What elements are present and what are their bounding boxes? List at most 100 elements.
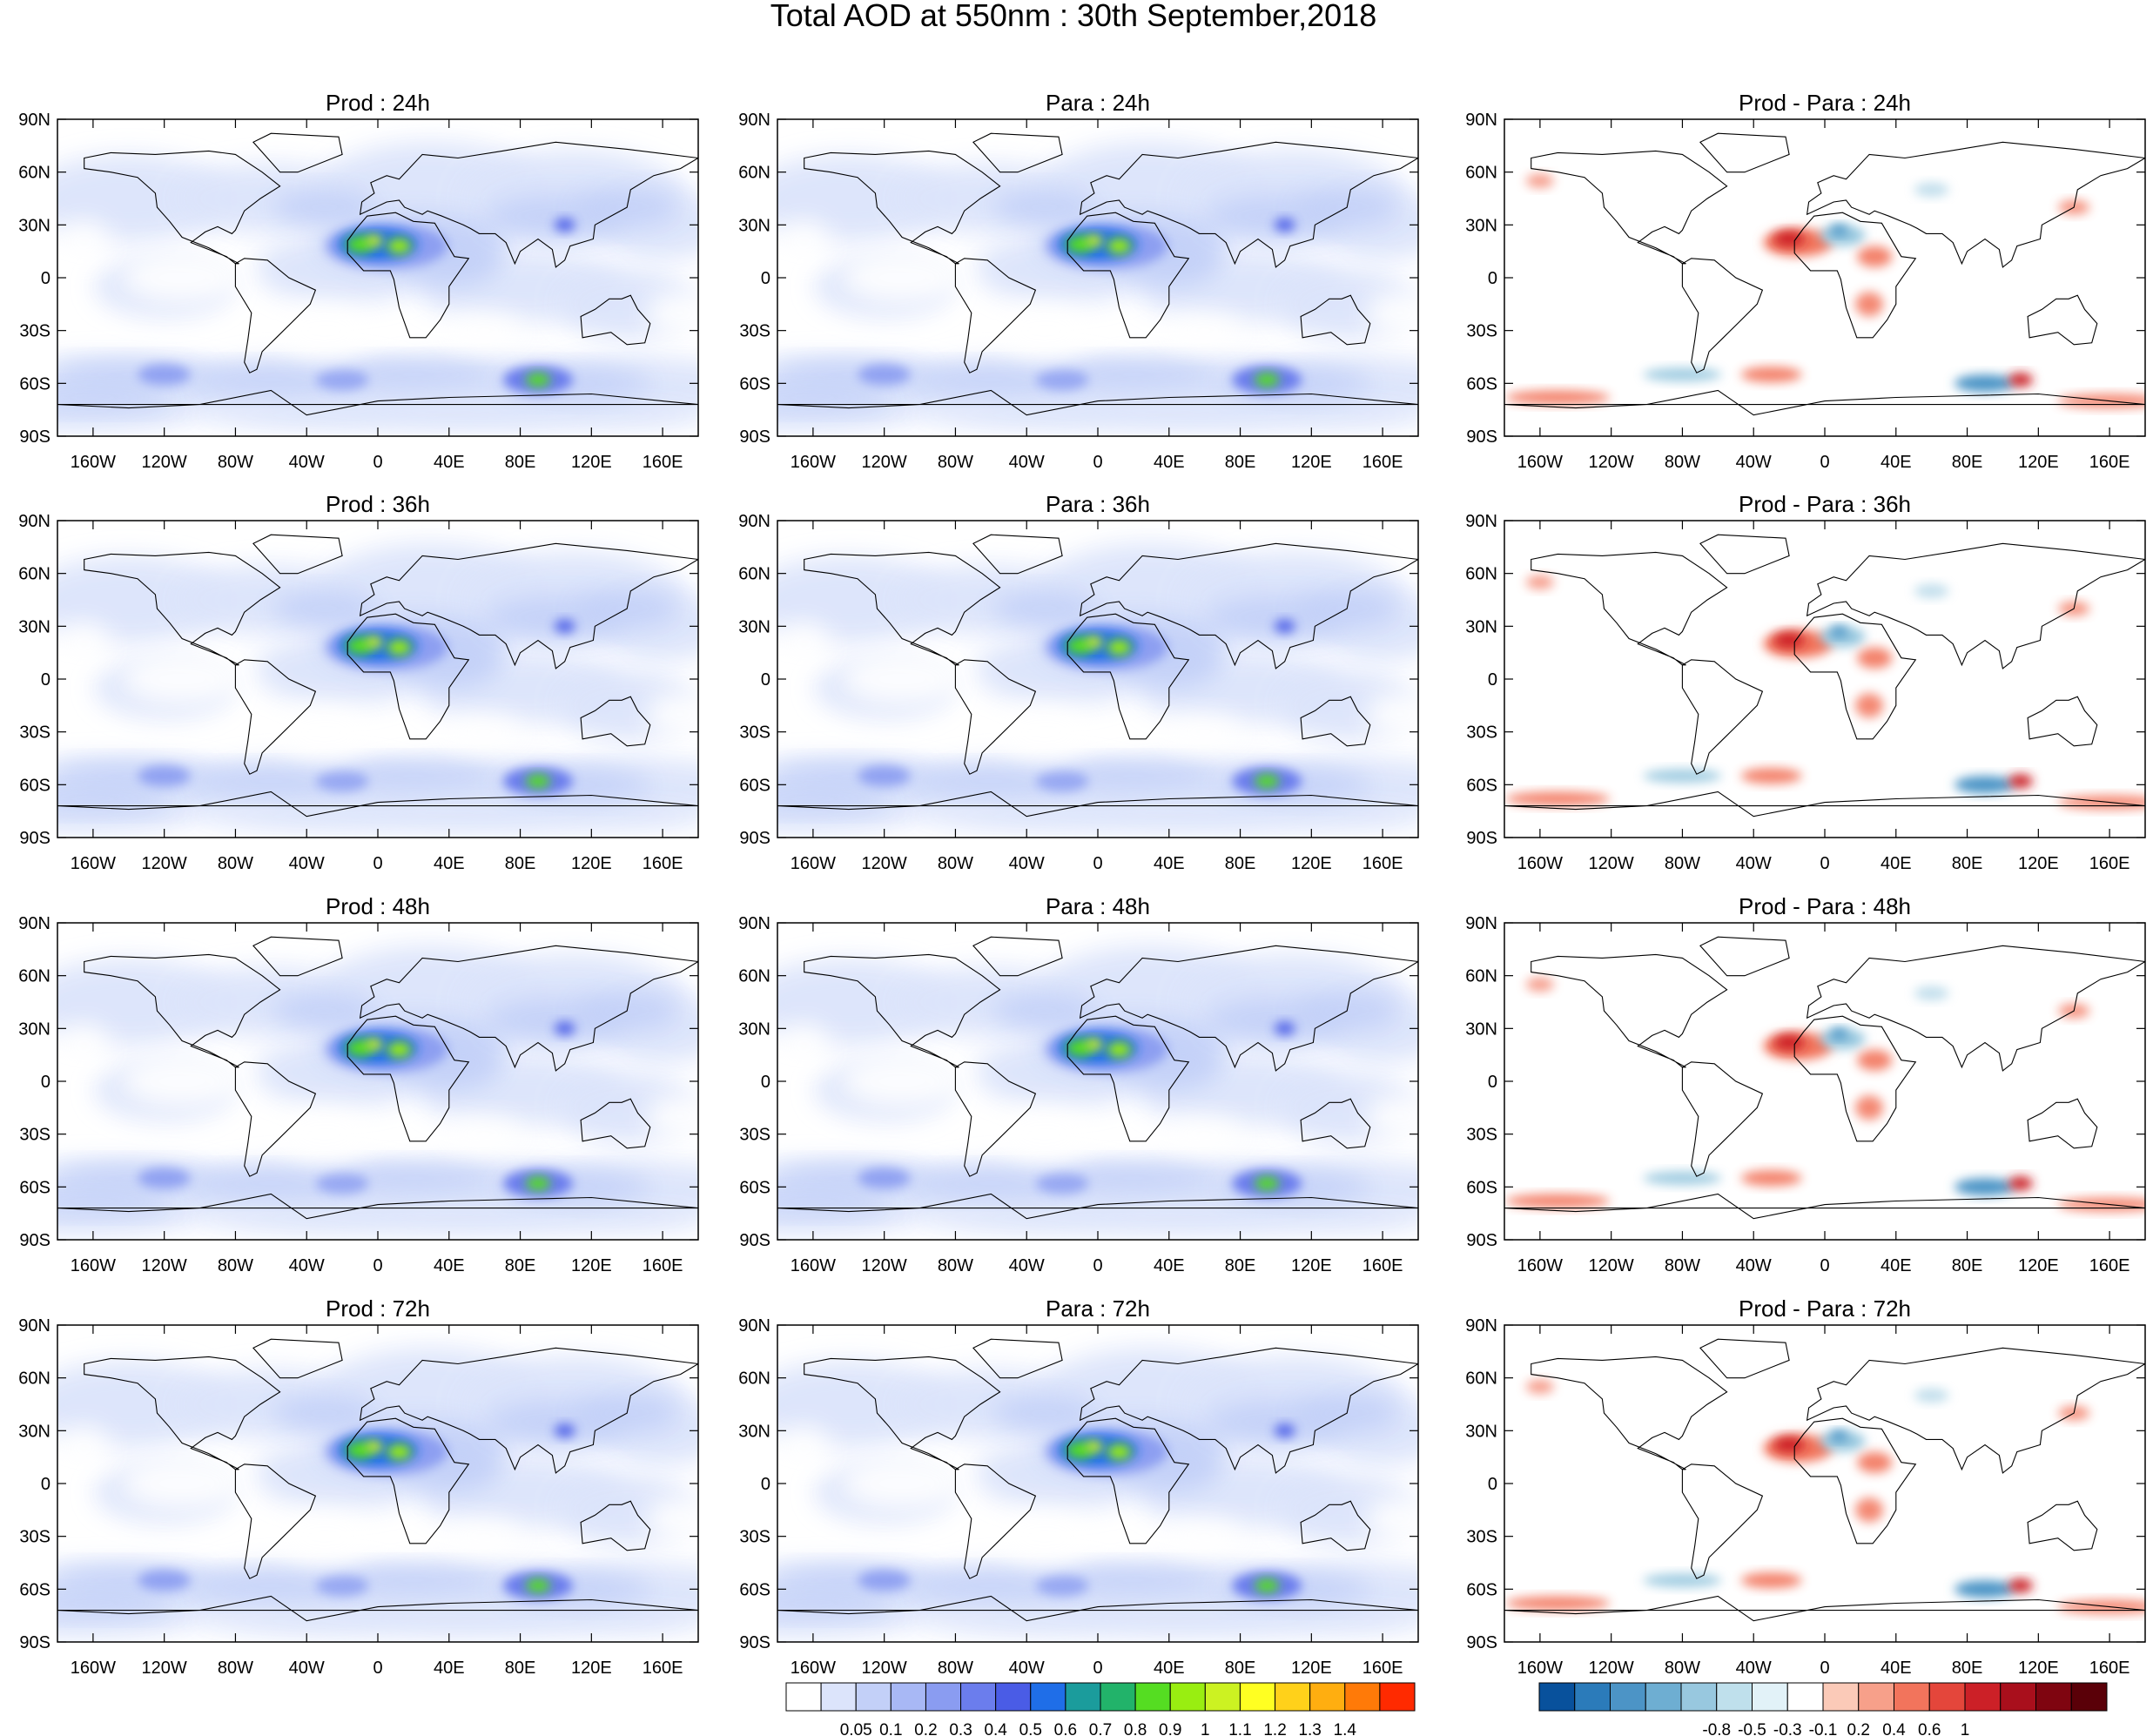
panel-grid: Prod : 24h 90N 60N 30N 0 30S 60S 90S 160W 120W 80W… bbox=[18, 90, 2146, 1678]
shading-patch bbox=[777, 622, 831, 666]
shading-patch bbox=[1165, 313, 1244, 348]
lon-label: 160E bbox=[2089, 1256, 2130, 1275]
shading-patch bbox=[1165, 714, 1244, 750]
shading-patch bbox=[992, 190, 1097, 225]
shading-patch bbox=[904, 767, 1079, 796]
coastline bbox=[1793, 1015, 1917, 1142]
lon-label: 80W bbox=[938, 453, 973, 472]
coastline bbox=[777, 1193, 1418, 1220]
lon-label: 40E bbox=[1154, 854, 1185, 873]
shading-patch bbox=[365, 234, 383, 247]
map-background bbox=[1504, 923, 2145, 1240]
shading-patch bbox=[554, 1021, 575, 1036]
coastline bbox=[1793, 1417, 1917, 1544]
lon-label: 80E bbox=[1952, 453, 1983, 472]
shading-patch bbox=[138, 1167, 191, 1189]
lat-label: 0 bbox=[1488, 670, 1497, 690]
coastlines bbox=[1504, 534, 2145, 818]
shading-patch bbox=[996, 304, 1093, 357]
lat-label: 30S bbox=[1466, 723, 1497, 743]
colorbar-label: 1.4 bbox=[1334, 1721, 1357, 1736]
colorbar-swatch bbox=[1822, 1682, 1860, 1712]
coastline bbox=[580, 696, 651, 747]
shading-patch bbox=[1165, 1518, 1244, 1554]
lat-label: 90S bbox=[19, 1633, 50, 1652]
lon-label: 80W bbox=[1665, 1659, 1700, 1678]
lon-label: 80E bbox=[1225, 854, 1256, 873]
shading-patch bbox=[387, 1443, 412, 1460]
lon-label: 80W bbox=[938, 1256, 973, 1275]
lon-label: 160W bbox=[791, 453, 836, 472]
colorbar-label: 0.4 bbox=[1882, 1721, 1906, 1736]
shading-patch bbox=[1914, 1388, 1949, 1403]
lat-label: 30N bbox=[18, 216, 50, 235]
lat-label: 90N bbox=[738, 914, 770, 933]
coastline bbox=[1531, 1356, 1728, 1470]
shading-patch bbox=[1643, 769, 1722, 784]
shading-patch bbox=[858, 1570, 911, 1591]
shading-patch bbox=[996, 1510, 1093, 1563]
field-shading bbox=[777, 1325, 1418, 1642]
lon-label: 0 bbox=[1820, 1256, 1829, 1275]
lon-label: 120W bbox=[862, 1256, 907, 1275]
lon-label: 40E bbox=[434, 854, 465, 873]
shading-patch bbox=[1855, 1095, 1884, 1120]
coastline bbox=[954, 1463, 1037, 1579]
shading-patch bbox=[1740, 367, 1802, 383]
lat-label: 90S bbox=[1466, 1633, 1497, 1652]
shading-patch bbox=[57, 786, 172, 811]
colorbar-swatch bbox=[1894, 1682, 1930, 1712]
lat-label: 60N bbox=[18, 1369, 50, 1389]
field-shading bbox=[57, 119, 698, 436]
shading-patch bbox=[526, 774, 550, 789]
shading-patch bbox=[777, 556, 953, 643]
coastline bbox=[234, 258, 317, 373]
shading-patch bbox=[777, 385, 891, 410]
shading-patch bbox=[1830, 1028, 1848, 1040]
lon-label: 0 bbox=[373, 1659, 382, 1678]
lon-label: 160W bbox=[1517, 453, 1563, 472]
coastline bbox=[1793, 613, 1917, 740]
shading-patch bbox=[1046, 360, 1221, 389]
lon-label: 120E bbox=[2018, 1256, 2059, 1275]
shading-patch bbox=[138, 364, 191, 386]
lat-label: 30S bbox=[739, 1126, 770, 1145]
shading-patch bbox=[841, 1457, 964, 1510]
lat-label: 90S bbox=[739, 1231, 770, 1250]
lon-label: 160E bbox=[1362, 854, 1403, 873]
shading-patch bbox=[841, 1055, 964, 1107]
lon-label: 160W bbox=[71, 1659, 116, 1678]
lon-label: 40W bbox=[1736, 453, 1772, 472]
shading-patch bbox=[1740, 768, 1802, 784]
shading-patch bbox=[1365, 1094, 1418, 1139]
shading-patch bbox=[1525, 575, 1554, 589]
map-panel: Prod - Para : 72h 90N 60N 30N 0 30S 60S 90S 160W… bbox=[1465, 1295, 2146, 1678]
coastline bbox=[1699, 534, 1790, 575]
lat-label: 90N bbox=[1465, 111, 1497, 130]
coastline bbox=[359, 542, 698, 670]
lat-label: 60S bbox=[19, 776, 50, 795]
shading-patch bbox=[1085, 234, 1103, 247]
coastline bbox=[972, 534, 1063, 575]
panel-title: Para : 72h bbox=[1046, 1295, 1150, 1322]
shading-patch bbox=[1773, 632, 1806, 649]
lat-label: 90N bbox=[18, 1316, 50, 1336]
shading-patch bbox=[1085, 1038, 1103, 1051]
lat-label: 90N bbox=[1465, 1316, 1497, 1336]
shading-patch bbox=[387, 639, 412, 656]
field-shading bbox=[1504, 521, 2145, 838]
lon-label: 120E bbox=[571, 854, 612, 873]
lon-label: 40W bbox=[1736, 854, 1772, 873]
shading-patch bbox=[1855, 292, 1884, 317]
shading-patch bbox=[1085, 636, 1103, 649]
colorbar-swatch bbox=[1275, 1682, 1311, 1712]
colorbar-label: -0.1 bbox=[1809, 1721, 1838, 1736]
lon-label: 40W bbox=[1009, 453, 1045, 472]
coastline bbox=[1504, 1193, 2145, 1220]
shading-patch bbox=[777, 1591, 891, 1616]
shading-patch bbox=[1274, 218, 1295, 232]
coastline bbox=[2027, 1500, 2098, 1551]
map-panel: Prod - Para : 48h 90N 60N 30N 0 30S 60S 90S 160W… bbox=[1465, 893, 2146, 1275]
lon-label: 40E bbox=[434, 453, 465, 472]
colorbar-swatch bbox=[1344, 1682, 1381, 1712]
